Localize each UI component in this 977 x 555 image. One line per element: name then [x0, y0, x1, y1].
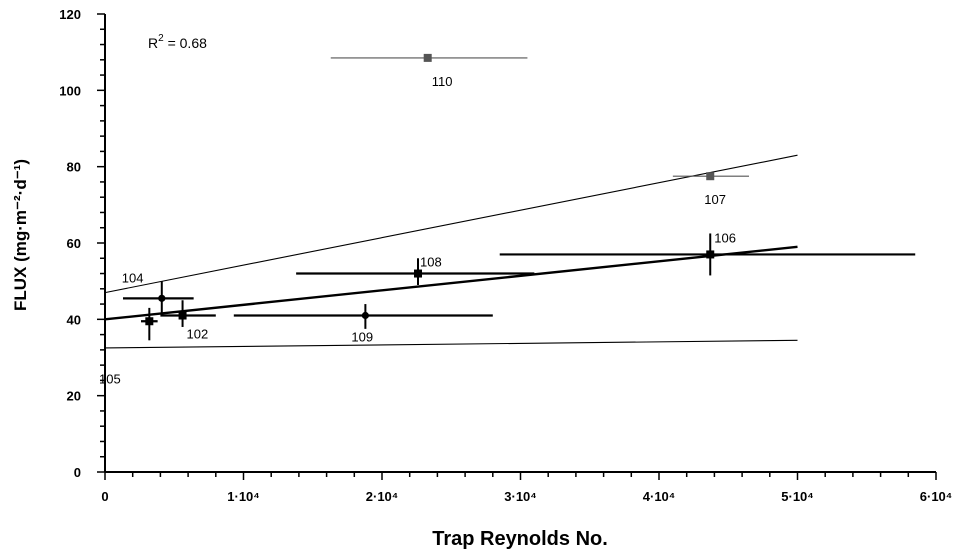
x-axis-ticks: 0 1·10⁴ 2·10⁴ 3·10⁴ 4·10⁴ 5·10⁴ 6·10⁴	[101, 472, 952, 504]
point-label-110: 110	[432, 74, 453, 89]
point-marker	[361, 311, 369, 320]
point-marker	[423, 53, 432, 62]
data-point-102	[160, 300, 216, 327]
point-label-108: 108	[420, 255, 442, 270]
x-tick-label: 4·10⁴	[643, 489, 675, 504]
regression-lines	[104, 154, 798, 349]
y-tick-label: 40	[67, 312, 81, 327]
y-tick-label: 20	[67, 389, 81, 404]
point-marker	[145, 317, 154, 326]
y-tick-label: 100	[59, 83, 81, 98]
x-tick-label: 3·10⁴	[504, 489, 536, 504]
point-marker	[706, 250, 715, 259]
point-marker	[178, 311, 187, 320]
point-label-104: 104	[122, 270, 144, 285]
x-axis-title: Trap Reynolds No.	[432, 528, 608, 550]
data-point-109	[233, 304, 493, 329]
data-point-110	[330, 53, 528, 62]
x-tick-label: 2·10⁴	[366, 489, 398, 504]
x-tick-label: 5·10⁴	[781, 489, 813, 504]
point-label-105: 105	[99, 371, 121, 386]
point-marker	[414, 269, 423, 278]
data-point-107	[672, 172, 750, 181]
point-labels: 102 104 108 109 106 107 110 105	[99, 74, 736, 387]
point-label-109: 109	[351, 330, 373, 345]
data-point-106	[499, 233, 916, 276]
envelope-line	[104, 339, 798, 349]
regression-line	[104, 245, 798, 321]
point-label-102: 102	[187, 327, 209, 342]
data-points	[123, 53, 916, 341]
point-marker	[158, 294, 166, 302]
envelope-line	[104, 154, 798, 294]
r-squared-annotation: R2 = 0.68	[148, 33, 207, 51]
y-tick-label: 0	[74, 465, 81, 480]
point-label-106: 106	[714, 230, 736, 245]
y-axis-ticks: 0 20 40 60 80 100 120	[59, 7, 105, 480]
x-tick-label: 1·10⁴	[227, 489, 259, 504]
y-tick-label: 80	[67, 160, 81, 175]
point-marker	[706, 172, 715, 181]
x-tick-label: 0	[101, 489, 108, 504]
axes	[104, 14, 936, 473]
y-tick-label: 60	[67, 236, 81, 251]
x-tick-label: 6·10⁴	[920, 489, 952, 504]
point-label-107: 107	[704, 192, 726, 207]
data-point-103	[141, 307, 158, 341]
data-point-108	[296, 258, 535, 285]
data-point-104	[123, 281, 194, 314]
y-tick-label: 120	[59, 7, 81, 22]
y-axis-title: FLUX (mg·m⁻²·d⁻¹)	[11, 159, 30, 311]
